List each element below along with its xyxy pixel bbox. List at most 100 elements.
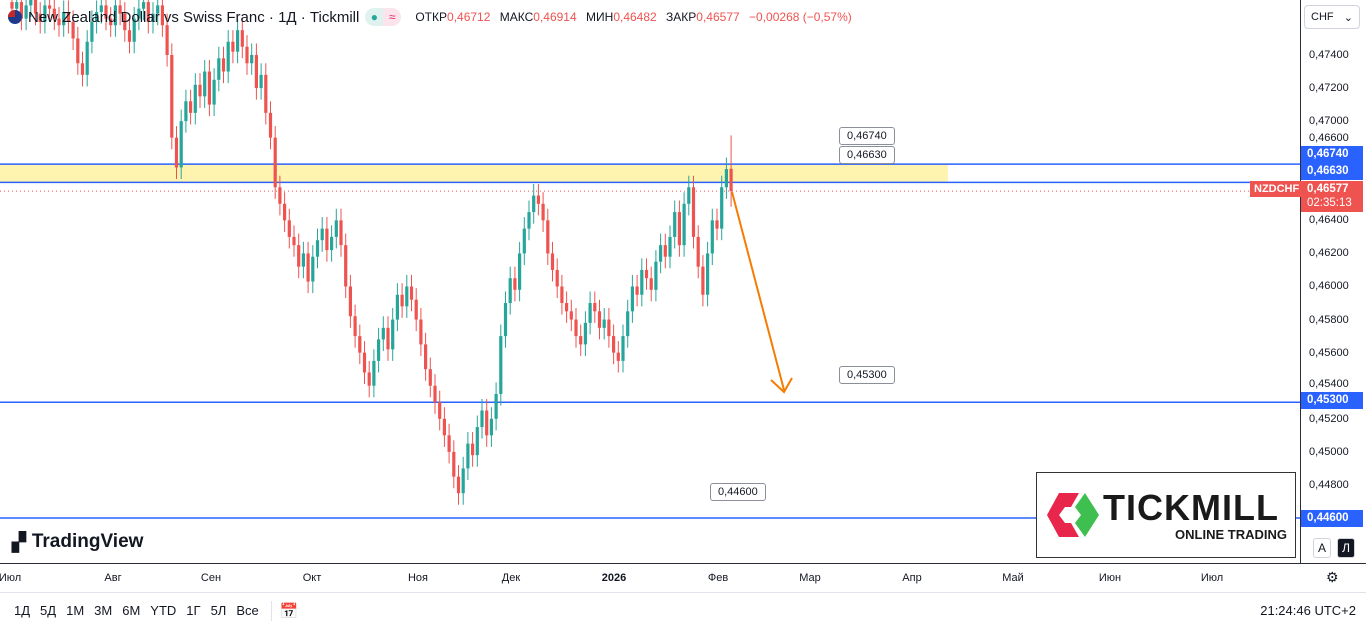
time-label: Июл [0, 572, 22, 584]
tv-logo-icon: ▞ [12, 531, 26, 552]
candle-body [325, 228, 329, 251]
candle-body [127, 30, 132, 42]
time-label: Ноя [407, 572, 429, 584]
candle-body [438, 402, 442, 419]
tradingview-logo[interactable]: ▞ TradingView [12, 531, 143, 553]
candle-body [386, 327, 390, 350]
brand-name: TICKMILL [1103, 487, 1279, 528]
settings-icon[interactable]: ⚙ [1326, 569, 1339, 585]
price-axis[interactable]: CHF ⌄ 0,47400 0,47200 0,47000 0,46600 0,46400… [1300, 0, 1366, 563]
market-status[interactable]: ● ≈ [365, 8, 402, 26]
level-note-3[interactable]: 0,45300 [839, 366, 895, 384]
candle-body [560, 286, 564, 304]
candle-body [99, 5, 103, 12]
currency-select[interactable]: CHF ⌄ [1304, 5, 1360, 29]
candle-body [668, 236, 672, 257]
candle-body [10, 2, 14, 9]
candle-body [315, 240, 320, 257]
candle-body [151, 13, 155, 22]
candle-body [480, 410, 484, 428]
chevron-down-icon: ⌄ [1343, 11, 1353, 24]
candle-body [513, 278, 517, 290]
nzd-chf-flag-icon [8, 10, 22, 24]
candle-body [414, 299, 418, 320]
range-button-5[interactable]: YTD [150, 603, 177, 618]
candle-body [118, 5, 122, 14]
candle-body [358, 336, 362, 353]
candle-body [254, 54, 258, 89]
candle-body [334, 220, 338, 237]
price-tick: 0,46000 [1309, 280, 1349, 293]
candle-body [273, 137, 277, 188]
time-label: Май [1002, 572, 1024, 584]
candle-body [602, 319, 606, 328]
candle-body [729, 168, 733, 192]
candle-body [720, 187, 724, 229]
symbol-title[interactable]: New Zealand Dollar vs Swiss Franc · 1Д ·… [28, 8, 360, 26]
log-scale-button[interactable]: Л [1337, 538, 1355, 558]
candle-body [428, 369, 432, 386]
candle-body [301, 253, 305, 267]
candle-body [499, 336, 503, 394]
candle-body [57, 18, 61, 26]
time-label: Мар [799, 572, 821, 584]
range-button-3[interactable]: 3М [94, 603, 113, 618]
range-button-6[interactable]: 1Г [186, 603, 201, 618]
price-tick: 0,44800 [1309, 478, 1349, 491]
range-button-7[interactable]: 5Л [210, 603, 227, 618]
candle-body [475, 427, 479, 456]
time-label: Фев [707, 572, 729, 584]
level-note-2[interactable]: 0,46630 [839, 146, 895, 164]
candle-body [522, 228, 526, 254]
candle-body [362, 352, 367, 373]
candle-body [109, 18, 113, 26]
candle-body [635, 286, 639, 295]
candle-body [80, 63, 85, 75]
price-tick: 0,47400 [1309, 48, 1349, 61]
range-button-4[interactable]: 6М [122, 603, 141, 618]
candle-body [193, 84, 197, 113]
calendar-goto-icon[interactable]: 📅 [279, 602, 299, 620]
candle-body [574, 319, 578, 337]
candle-body [659, 245, 663, 262]
price-tick: 0,46400 [1309, 214, 1349, 227]
low-label: МИН [586, 10, 614, 24]
range-button-1[interactable]: 5Д [40, 603, 57, 618]
time-label: Окт [302, 572, 322, 584]
candle-body [527, 212, 531, 229]
candle-body [268, 112, 273, 138]
range-button-2[interactable]: 1М [66, 603, 85, 618]
candle-body [160, 5, 164, 26]
range-button-8[interactable]: Все [236, 603, 259, 618]
level-note-4[interactable]: 0,44600 [710, 483, 766, 501]
range-button-0[interactable]: 1Д [14, 603, 31, 618]
support-resistance-zone [0, 164, 948, 183]
candle-body [165, 25, 169, 55]
candle-body [240, 30, 244, 47]
open-value: 0,46712 [447, 10, 491, 24]
level-note-1[interactable]: 0,46740 [839, 127, 895, 145]
auto-scale-button[interactable]: A [1313, 538, 1331, 558]
candle-body [532, 195, 536, 213]
open-label: ОТКР [415, 10, 448, 24]
candle-body [663, 245, 667, 257]
candle-body [626, 311, 630, 337]
close-value: 0,46577 [696, 10, 740, 24]
candle-body [236, 30, 240, 52]
candle-body [508, 278, 512, 304]
candle-body [536, 195, 540, 204]
price-tick: 0,47200 [1309, 82, 1349, 95]
bottom-toolbar: 1Д 5Д 1М 3М 6М YTD 1Г 5Л Все 📅 21:24:46 UTC+2 [0, 592, 1366, 628]
candle-body [198, 84, 202, 97]
candle-body [433, 385, 437, 403]
clock[interactable]: 21:24:46 UTC+2 [1260, 603, 1356, 618]
candle-body [142, 2, 146, 9]
candle-body [381, 327, 385, 340]
candle-body [466, 443, 470, 469]
candle-body [221, 58, 226, 72]
price-chart[interactable] [0, 0, 1300, 563]
time-axis[interactable]: Июл Авг Сен Окт Ноя Дек 2026 Фев Мар Апр Май Июн Июл… [0, 563, 1366, 591]
candle-body [607, 319, 611, 337]
candle-body [24, 5, 28, 19]
price-tick: 0,46200 [1309, 247, 1349, 260]
